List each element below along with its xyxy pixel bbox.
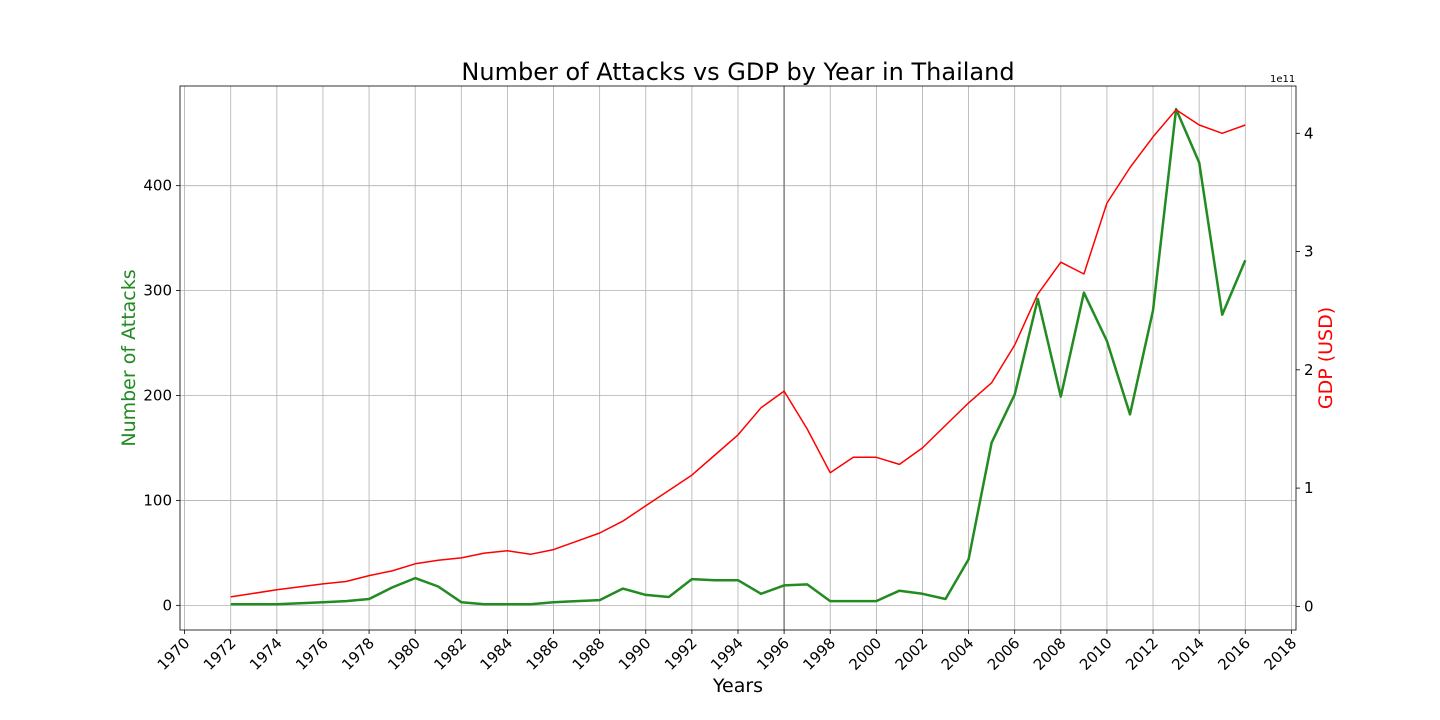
left-y-tick-label: 400: [143, 177, 172, 195]
left-y-tick-label: 100: [143, 491, 172, 509]
attacks-series-line: [230, 107, 1247, 606]
right-y-tick-label: 4: [1304, 124, 1314, 142]
x-tick-label: 2010: [1076, 634, 1116, 674]
right-axis-offset-label: 1e11: [1270, 74, 1295, 85]
left-y-axis-ticks: 0 100 200 300 400: [143, 177, 180, 614]
x-tick-label: 2006: [984, 634, 1024, 674]
right-y-axis-ticks: 0 1 2 3 4: [1296, 124, 1314, 615]
x-tick-label: 1980: [384, 634, 424, 674]
x-tick-label: 1994: [707, 634, 747, 674]
right-y-axis-label: GDP (USD): [1315, 307, 1337, 409]
right-y-tick-label: 2: [1304, 361, 1314, 379]
x-axis-label: Years: [712, 675, 763, 697]
series-lines: [230, 107, 1247, 606]
x-tick-label: 1974: [246, 634, 286, 674]
x-tick-label: 1986: [523, 634, 563, 674]
grid-lines: [180, 86, 1296, 630]
x-tick-label: 2004: [938, 634, 978, 674]
x-tick-label: 2002: [892, 634, 932, 674]
x-tick-label: 1982: [430, 634, 470, 674]
right-y-tick-label: 1: [1304, 479, 1314, 497]
x-tick-label: 2000: [845, 634, 885, 674]
x-tick-label: 1970: [154, 634, 194, 674]
x-tick-label: 1998: [799, 634, 839, 674]
chart-title: Number of Attacks vs GDP by Year in Thai…: [461, 58, 1014, 86]
x-tick-label: 1996: [753, 634, 793, 674]
x-tick-label: 1992: [661, 634, 701, 674]
left-y-axis-label: Number of Attacks: [118, 269, 140, 446]
x-tick-label: 2016: [1214, 634, 1254, 674]
right-y-tick-label: 3: [1304, 243, 1314, 261]
x-tick-label: 2012: [1122, 634, 1162, 674]
x-tick-label: 1978: [338, 634, 378, 674]
x-tick-label: 1990: [615, 634, 655, 674]
x-axis-ticks: 1970 1972 1974 1976 1978 1980 1982 1984 1986 1988…: [154, 630, 1300, 674]
x-tick-label: 2018: [1260, 634, 1300, 674]
x-tick-label: 1988: [569, 634, 609, 674]
left-y-tick-label: 200: [143, 387, 172, 405]
left-y-tick-label: 300: [143, 282, 172, 300]
x-tick-label: 1984: [477, 634, 517, 674]
x-tick-label: 2014: [1168, 634, 1208, 674]
left-y-tick-label: 0: [162, 596, 172, 614]
x-tick-label: 1972: [200, 634, 240, 674]
x-tick-label: 2008: [1030, 634, 1070, 674]
gdp-series-line: [230, 108, 1246, 598]
x-tick-label: 1976: [292, 634, 332, 674]
right-y-tick-label: 0: [1304, 597, 1314, 615]
